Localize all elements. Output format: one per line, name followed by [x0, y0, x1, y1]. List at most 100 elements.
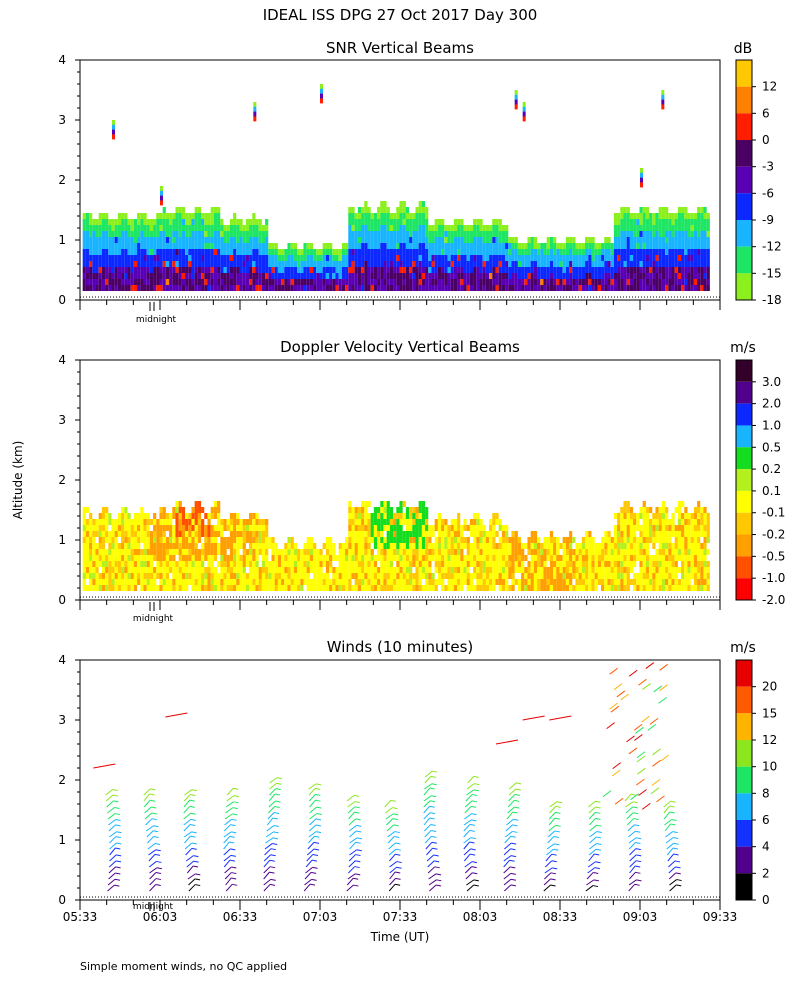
doppler-cell	[402, 543, 406, 549]
snr-cell	[585, 237, 589, 243]
snr-cell	[588, 279, 592, 285]
doppler-cell	[649, 531, 653, 537]
doppler-cell	[255, 567, 259, 573]
wind-barb-flag	[270, 878, 276, 881]
snr-cell	[409, 285, 413, 291]
doppler-cell	[607, 537, 611, 543]
snr-cell	[85, 219, 90, 225]
doppler-cell	[485, 585, 490, 591]
doppler-cell	[226, 573, 230, 579]
doppler-cell	[133, 537, 138, 543]
snr-cell	[303, 285, 307, 291]
doppler-cell	[629, 549, 634, 555]
snr-cell	[380, 249, 384, 255]
snr-cell	[242, 285, 246, 291]
doppler-cell	[370, 555, 374, 561]
doppler-cell	[111, 549, 115, 555]
doppler-cell	[357, 567, 362, 573]
doppler-cell	[677, 513, 682, 519]
doppler-cell	[153, 585, 157, 591]
doppler-cell	[626, 549, 630, 555]
snr-cell	[114, 279, 118, 285]
colorbar-swatch	[736, 512, 752, 535]
snr-cell	[137, 255, 141, 261]
wind-barb-flag	[394, 835, 400, 838]
doppler-cell	[677, 501, 682, 507]
snr-cell	[703, 231, 707, 237]
snr-cell	[82, 231, 86, 237]
snr-cell	[137, 231, 141, 237]
doppler-cell	[706, 573, 710, 579]
snr-cell	[674, 273, 678, 279]
doppler-cell	[194, 525, 198, 531]
snr-cell	[578, 267, 582, 273]
snr-cell	[258, 237, 262, 243]
snr-cell	[601, 267, 605, 273]
doppler-cell	[153, 531, 157, 537]
snr-cell	[668, 237, 672, 243]
snr-cell	[127, 273, 131, 279]
doppler-cell	[661, 507, 666, 513]
doppler-cell	[511, 549, 515, 555]
doppler-cell	[255, 579, 259, 585]
snr-cell	[655, 285, 659, 291]
doppler-cell	[460, 579, 464, 585]
doppler-cell	[217, 549, 221, 555]
snr-cell	[95, 261, 99, 267]
doppler-cell	[530, 543, 534, 549]
doppler-cell	[473, 537, 477, 543]
doppler-cell	[329, 585, 333, 591]
snr-cell	[479, 255, 483, 261]
doppler-cell	[153, 525, 157, 531]
snr-cell	[175, 279, 179, 285]
snr-cell	[89, 261, 93, 267]
doppler-cell	[252, 567, 256, 573]
doppler-cell	[101, 567, 106, 573]
doppler-cell	[306, 555, 310, 561]
snr-cell	[533, 243, 538, 249]
doppler-cell	[249, 531, 253, 537]
snr-cell	[425, 261, 429, 267]
snr-cell	[236, 273, 240, 279]
doppler-cell	[393, 543, 397, 549]
doppler-cell	[405, 513, 410, 519]
wind-barb	[266, 817, 274, 826]
snr-cell	[463, 279, 467, 285]
doppler-cell	[581, 585, 586, 591]
doppler-cell	[329, 579, 333, 585]
doppler-cell	[553, 543, 557, 549]
snr-cell	[85, 243, 90, 249]
doppler-cell	[335, 579, 339, 585]
snr-cell	[124, 255, 128, 261]
doppler-cell	[658, 519, 662, 525]
snr-cell	[677, 243, 682, 249]
doppler-cell	[153, 549, 157, 555]
snr-cell	[649, 213, 653, 219]
doppler-cell	[345, 579, 349, 585]
doppler-cell	[380, 549, 384, 555]
doppler-cell	[213, 579, 218, 585]
snr-cell	[569, 255, 573, 261]
doppler-cell	[415, 519, 419, 525]
doppler-cell	[485, 567, 490, 573]
doppler-cell	[386, 537, 390, 543]
doppler-cell	[101, 585, 106, 591]
doppler-cell	[549, 567, 554, 573]
wind-barb	[183, 812, 191, 820]
wind-barb-flag	[232, 813, 238, 816]
doppler-cell	[319, 555, 323, 561]
snr-cell	[661, 104, 665, 110]
doppler-cell	[137, 561, 141, 567]
doppler-cell	[172, 585, 176, 591]
doppler-cell	[162, 573, 166, 579]
snr-cell	[700, 261, 704, 267]
doppler-cell	[236, 555, 240, 561]
doppler-cell	[405, 549, 410, 555]
snr-cell	[309, 255, 314, 261]
snr-cell	[681, 231, 685, 237]
snr-cell	[293, 279, 298, 285]
snr-cell	[562, 261, 566, 267]
doppler-cell	[700, 579, 704, 585]
doppler-cell	[322, 555, 326, 561]
doppler-cell	[290, 573, 294, 579]
